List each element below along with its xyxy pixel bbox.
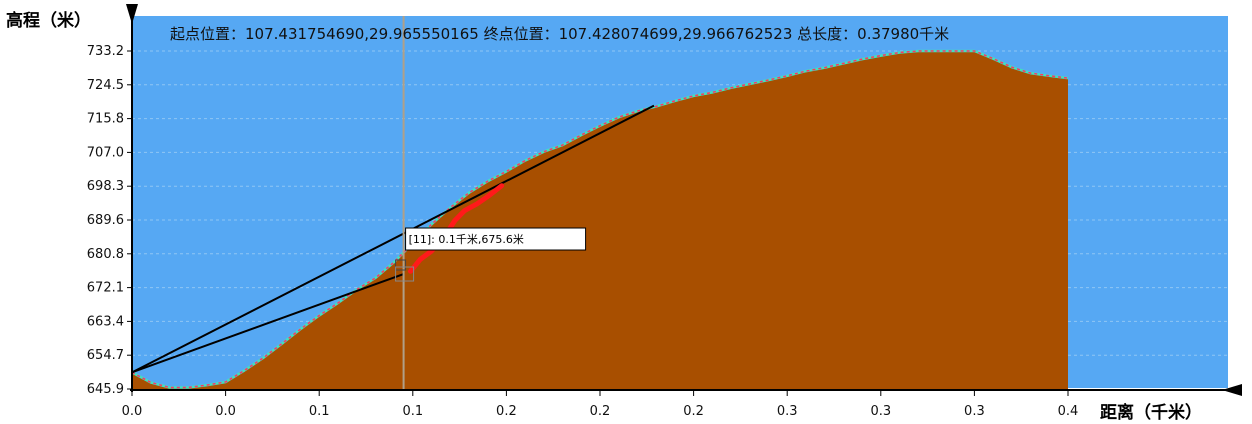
- y-tick-label: 733.2: [87, 44, 124, 59]
- x-tick-label: 0.0: [215, 404, 236, 419]
- x-tick-label: 0.2: [683, 404, 704, 419]
- y-tick-label: 707.0: [87, 145, 124, 160]
- tooltip-label: [11]: 0.1千米,675.6米: [409, 233, 524, 246]
- y-axis-label: 高程（米）: [6, 10, 91, 31]
- elevation-area: [132, 51, 1068, 389]
- x-tick-label: 0.2: [590, 404, 611, 419]
- cursor-tooltip: [11]: 0.1千米,675.6米: [405, 227, 587, 251]
- elevation-outline-dashed: [131, 50, 1069, 389]
- x-tick-label: 0.3: [964, 404, 985, 419]
- x-ticks: 0.0 0.0 0.1 0.1 0.2 0.2 0.2 0.3 0.3 0.3 0.4: [122, 390, 1079, 419]
- y-tick-label: 698.3: [87, 179, 124, 194]
- highlight-curve: [408, 183, 505, 274]
- y-tick-label: 654.7: [87, 348, 124, 363]
- y-tick-label: 645.9: [87, 382, 124, 397]
- chart-title: 起点位置：107.431754690,29.965550165 终点位置：107…: [170, 25, 949, 43]
- y-tick-label: 663.4: [87, 314, 124, 329]
- x-axis-label: 距离（千米）: [1100, 402, 1202, 423]
- tooltip-box: [405, 227, 587, 251]
- y-tick-label: 724.5: [87, 78, 124, 93]
- tangent-line-upper: [131, 104, 655, 374]
- tangent-line-lower: [131, 273, 404, 374]
- y-tick-label: 689.6: [87, 213, 124, 228]
- y-tick-label: 680.8: [87, 247, 124, 262]
- y-tick-label: 715.8: [87, 112, 124, 127]
- cursor-point-box: [395, 259, 407, 271]
- x-tick-label: 0.4: [1058, 404, 1079, 419]
- x-tick-label: 0.3: [777, 404, 798, 419]
- x-tick-label: 0.0: [122, 404, 143, 419]
- x-tick-label: 0.1: [402, 404, 423, 419]
- x-tick-label: 0.1: [309, 404, 330, 419]
- y-tick-label: 672.1: [87, 281, 124, 296]
- cursor-point-box-outer: [395, 266, 415, 282]
- y-ticks: 645.9 654.7 663.4 672.1 680.8 689.6 698.3 707.0…: [87, 44, 132, 397]
- x-tick-label: 0.3: [870, 404, 891, 419]
- x-tick-label: 0.2: [496, 404, 517, 419]
